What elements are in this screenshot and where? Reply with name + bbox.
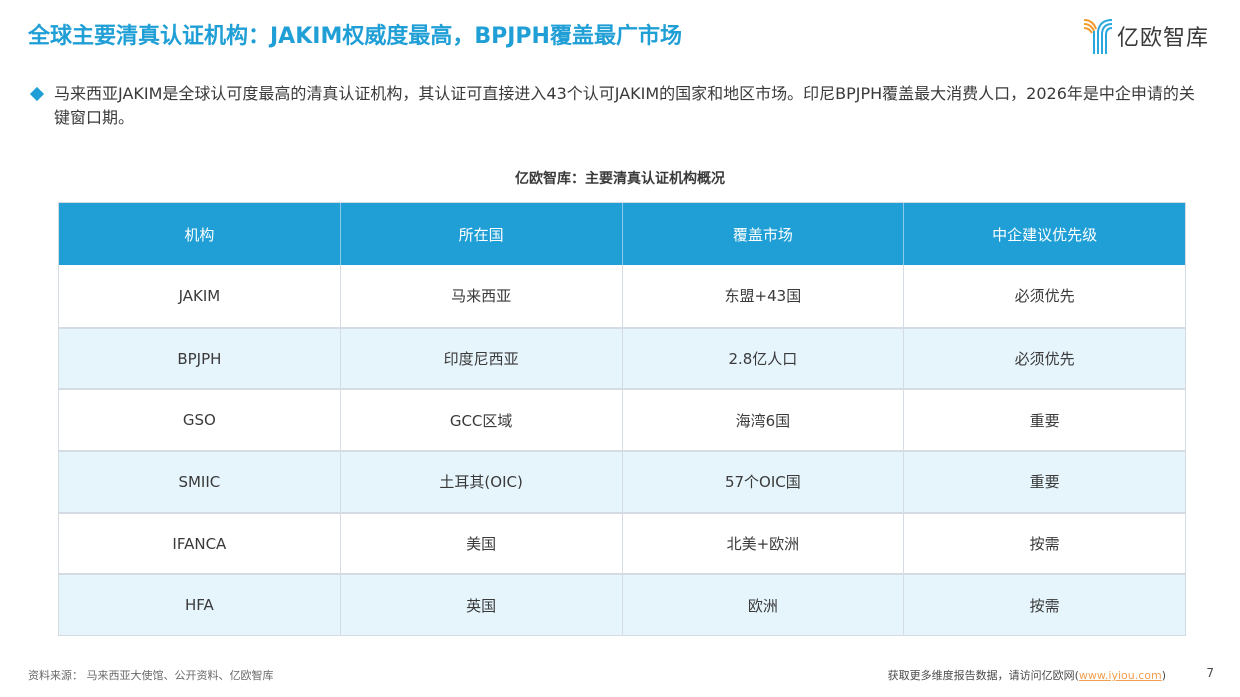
footer-cta-suffix: ) [1161, 669, 1166, 682]
cell-market: 欧洲 [621, 575, 904, 636]
column-header-country: 所在国 [339, 203, 622, 265]
certification-bodies-table: 机构 所在国 覆盖市场 中企建议优先级 JAKIM 马来西亚 东盟+43国 必须… [58, 202, 1186, 637]
cell-country: 印度尼西亚 [339, 328, 622, 389]
cell-organization: HFA [184, 596, 214, 615]
table-row: GSO GCC区域 海湾6国 重要 [59, 388, 1185, 451]
cell-country: 马来西亚 [339, 265, 622, 327]
cell-organization: JAKIM [178, 286, 221, 305]
cell-priority: 重要 [903, 452, 1185, 512]
table-row: BPJPH 印度尼西亚 2.8亿人口 必须优先 [59, 326, 1185, 389]
diamond-bullet-icon [29, 86, 45, 102]
cell-priority: 按需 [903, 575, 1185, 636]
cell-country: 土耳其(OIC) [339, 452, 622, 512]
cell-country: 美国 [339, 513, 622, 574]
cell-market: 2.8亿人口 [621, 328, 904, 389]
cell-organization: GSO [182, 411, 216, 430]
table-row: HFA 英国 欧洲 按需 [59, 573, 1185, 636]
footer-cta-prefix: 获取更多维度报告数据，请访问亿欧网( [887, 669, 1079, 682]
cell-priority: 必须优先 [903, 265, 1185, 327]
iyiou-logo-icon [1083, 19, 1113, 54]
table-row: IFANCA 美国 北美+欧洲 按需 [59, 511, 1185, 574]
cell-market: 北美+欧洲 [621, 513, 904, 574]
cell-market: 东盟+43国 [621, 265, 904, 327]
column-header-priority: 中企建议优先级 [903, 203, 1185, 265]
summary-paragraph: 马来西亚JAKIM是全球认可度最高的清真认证机构，其认证可直接进入43个认可JA… [29, 82, 1207, 130]
cell-priority: 必须优先 [903, 328, 1185, 389]
cell-market: 海湾6国 [621, 390, 904, 451]
summary-text: 马来西亚JAKIM是全球认可度最高的清真认证机构，其认证可直接进入43个认可JA… [54, 84, 1195, 127]
page-number: 7 [1206, 666, 1214, 680]
table-row: JAKIM 马来西亚 东盟+43国 必须优先 [59, 265, 1185, 327]
cell-organization: BPJPH [177, 349, 222, 368]
cell-country: 英国 [339, 575, 622, 636]
footer-cta: 获取更多维度报告数据，请访问亿欧网(www.iyiou.com) [888, 667, 1166, 683]
column-header-market: 覆盖市场 [621, 203, 904, 265]
cell-priority: 重要 [903, 390, 1185, 451]
iyiou-website-link[interactable]: www.iyiou.com [1078, 669, 1162, 682]
table-caption: 亿欧智库：主要清真认证机构概况 [515, 171, 725, 187]
brand-logo: 亿欧智库 [1083, 16, 1209, 56]
cell-country: GCC区域 [339, 390, 622, 451]
cell-priority: 按需 [903, 513, 1185, 574]
logo-text: 亿欧智库 [1117, 26, 1210, 51]
cell-market: 57个OIC国 [621, 452, 904, 512]
table-header-row: 机构 所在国 覆盖市场 中企建议优先级 [59, 203, 1185, 265]
cell-organization: IFANCA [172, 534, 227, 553]
column-header-organization: 机构 [184, 225, 215, 244]
source-note: 资料来源： 马来西亚大使馆、公开资料、亿欧智库 [28, 669, 274, 682]
table-row: SMIIC 土耳其(OIC) 57个OIC国 重要 [59, 450, 1185, 512]
cell-organization: SMIIC [178, 472, 221, 491]
page-title: 全球主要清真认证机构：JAKIM权威度最高，BPJPH覆盖最广市场 [28, 24, 682, 49]
